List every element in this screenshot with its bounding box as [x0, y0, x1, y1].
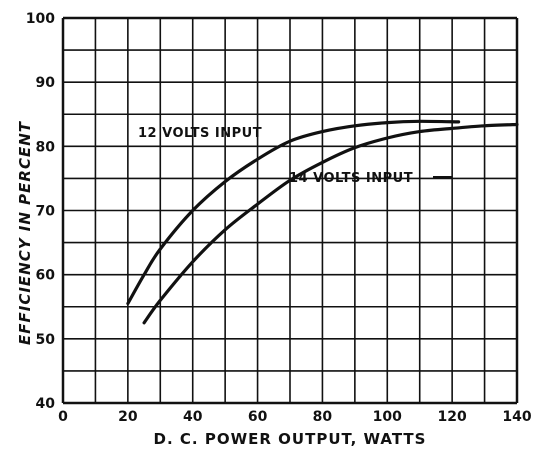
x-tick-label: 40 — [183, 409, 203, 425]
x-tick-label: 140 — [502, 409, 531, 425]
series-label-14-volts: 14 VOLTS INPUT — [289, 171, 413, 186]
y-tick-label: 80 — [36, 139, 56, 155]
y-tick-label: 60 — [36, 268, 56, 284]
grid — [61, 16, 519, 405]
y-tick-label: 100 — [26, 11, 55, 27]
y-tick-label: 40 — [36, 396, 56, 412]
x-tick-label: 100 — [373, 409, 402, 425]
y-axis-label: EFFICIENCY IN PERCENT — [16, 120, 34, 345]
x-tick-label: 20 — [118, 409, 138, 425]
y-tick-label: 90 — [36, 75, 56, 91]
x-tick-labels: 0 20 40 60 80 100 120 140 — [58, 409, 532, 425]
y-tick-labels: 40 50 60 70 80 90 100 — [26, 11, 55, 412]
y-tick-label: 70 — [36, 204, 56, 220]
x-axis-label: D. C. POWER OUTPUT, WATTS — [154, 430, 427, 448]
x-tick-label: 80 — [313, 409, 333, 425]
series-line-14-volts — [142, 122, 519, 325]
series-line-12-volts — [126, 119, 461, 306]
y-tick-label: 50 — [36, 332, 56, 348]
series-label-12-volts: 12 VOLTS INPUT — [138, 126, 262, 141]
x-tick-label: 0 — [58, 409, 68, 425]
curves — [126, 119, 519, 325]
x-tick-label: 60 — [248, 409, 268, 425]
x-tick-label: 120 — [438, 409, 467, 425]
